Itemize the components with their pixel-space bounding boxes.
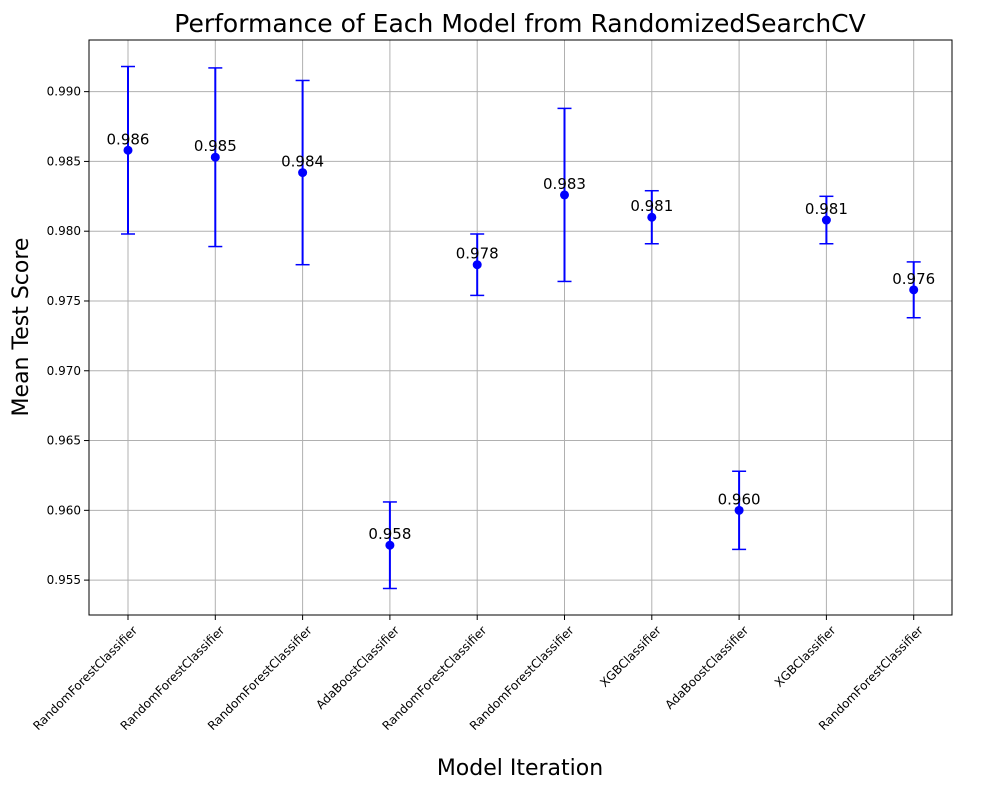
x-tick-label: RandomForestClassifier xyxy=(816,623,926,733)
y-tick-label: 0.960 xyxy=(47,503,81,517)
data-label: 0.976 xyxy=(892,270,935,288)
x-axis: RandomForestClassifier RandomForestClassi… xyxy=(30,615,926,733)
x-tick-label: RandomForestClassifier xyxy=(467,623,577,733)
axes-frame xyxy=(88,39,953,616)
x-tick-label: RandomForestClassifier xyxy=(205,623,315,733)
grid-layer xyxy=(89,40,952,615)
data-point xyxy=(560,190,569,200)
x-axis-label: Model Iteration xyxy=(437,756,603,781)
data-point xyxy=(821,215,831,225)
data-label: 0.984 xyxy=(281,153,324,171)
data-point xyxy=(647,212,657,222)
y-tick-label: 0.975 xyxy=(47,294,81,308)
data-label: 0.983 xyxy=(543,175,586,193)
data-point xyxy=(909,285,919,295)
y-tick-label: 0.990 xyxy=(47,85,81,99)
x-tick-label: XGBClassifier xyxy=(772,623,839,690)
x-tick-label: XGBClassifier xyxy=(597,623,664,690)
data-label: 0.958 xyxy=(368,525,411,543)
data-label: 0.978 xyxy=(456,245,499,263)
data-point xyxy=(472,260,482,270)
data-point xyxy=(734,505,744,515)
data-label: 0.985 xyxy=(194,137,237,155)
data-point xyxy=(210,152,220,162)
y-tick-label: 0.985 xyxy=(47,154,81,168)
y-axis-label: Mean Test Score xyxy=(9,238,34,417)
plot-area: 0.986 0.985 0.984 0.958 0.978 0.983 0.981 0.960… xyxy=(107,65,935,590)
x-tick-label: AdaBoostClassifier xyxy=(313,623,402,712)
y-tick-label: 0.970 xyxy=(47,364,81,378)
data-label: 0.981 xyxy=(805,200,848,218)
data-point xyxy=(385,540,395,550)
data-label: 0.960 xyxy=(718,490,761,508)
y-tick-label: 0.955 xyxy=(47,573,81,587)
y-tick-label: 0.965 xyxy=(47,434,81,448)
x-tick-label: AdaBoostClassifier xyxy=(662,623,751,712)
y-tick-label: 0.980 xyxy=(47,224,81,238)
data-label: 0.981 xyxy=(630,197,673,215)
data-label: 0.986 xyxy=(107,130,150,148)
data-point xyxy=(298,168,308,178)
y-axis: 0.955 0.960 0.965 0.970 0.975 0.980 0.985 0.990 xyxy=(47,85,89,587)
data-point xyxy=(123,145,133,155)
chart-title: Performance of Each Model from Randomize… xyxy=(174,9,865,38)
